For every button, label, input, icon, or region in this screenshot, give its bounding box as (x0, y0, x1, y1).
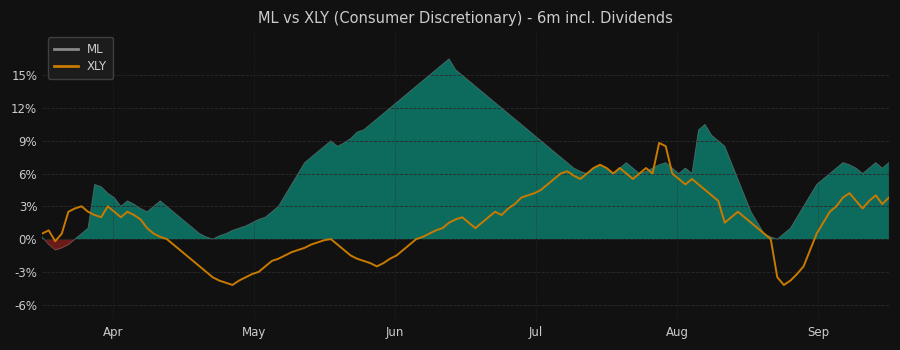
Legend: ML, XLY: ML, XLY (48, 37, 113, 79)
Title: ML vs XLY (Consumer Discretionary) - 6m incl. Dividends: ML vs XLY (Consumer Discretionary) - 6m … (258, 11, 673, 26)
